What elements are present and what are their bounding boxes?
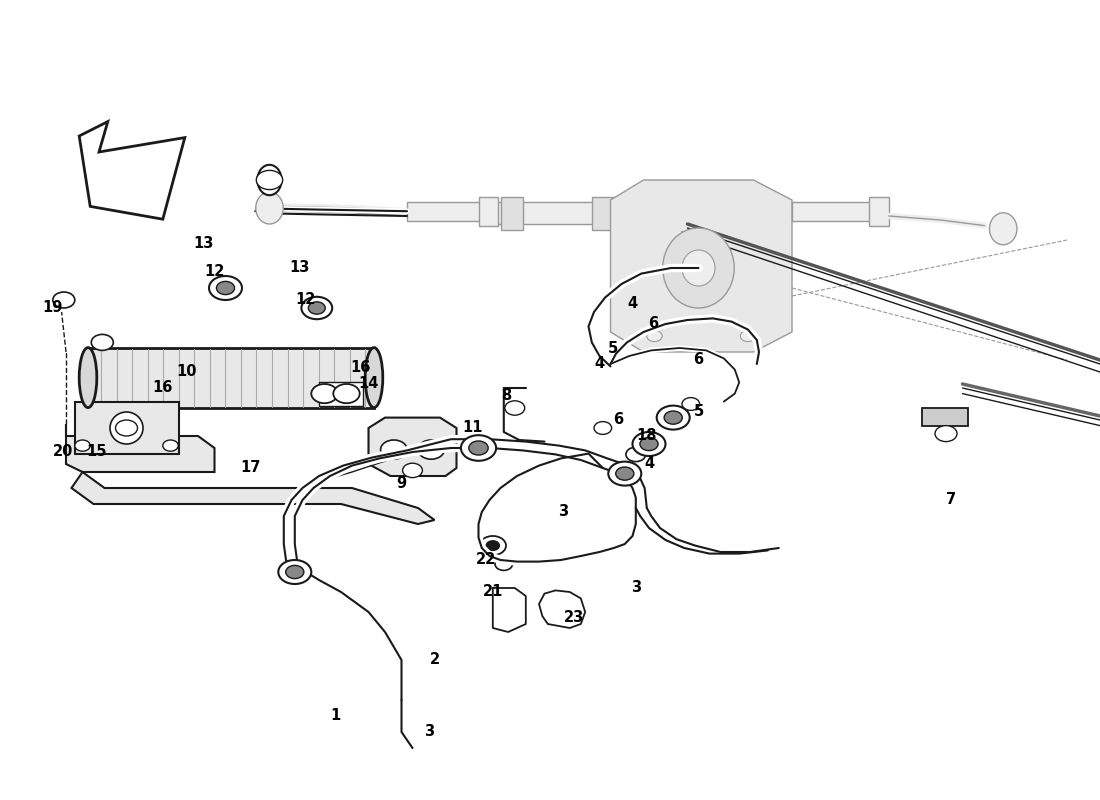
- Bar: [792, 202, 871, 221]
- Circle shape: [935, 426, 957, 442]
- Text: 18: 18: [637, 429, 657, 443]
- Text: 17: 17: [241, 461, 261, 475]
- Text: 5: 5: [693, 405, 704, 419]
- Circle shape: [163, 440, 178, 451]
- Text: 13: 13: [289, 261, 309, 275]
- Polygon shape: [66, 424, 214, 472]
- Polygon shape: [88, 348, 374, 408]
- Circle shape: [53, 292, 75, 308]
- Text: 1: 1: [330, 709, 341, 723]
- Text: 21: 21: [483, 585, 503, 599]
- Text: 4: 4: [644, 457, 654, 471]
- Bar: [319, 382, 363, 406]
- Text: 11: 11: [463, 421, 483, 435]
- Bar: [407, 202, 482, 221]
- Ellipse shape: [79, 347, 97, 407]
- Circle shape: [403, 463, 422, 478]
- Text: 16: 16: [351, 361, 371, 375]
- Circle shape: [594, 422, 612, 434]
- Bar: [922, 408, 968, 426]
- Circle shape: [308, 302, 326, 314]
- Bar: [869, 197, 889, 226]
- Circle shape: [75, 440, 90, 451]
- Circle shape: [418, 440, 444, 459]
- Circle shape: [664, 411, 682, 424]
- Ellipse shape: [365, 347, 383, 407]
- Polygon shape: [72, 472, 434, 524]
- Text: 9: 9: [396, 477, 407, 491]
- Polygon shape: [79, 122, 185, 219]
- Text: 3: 3: [558, 505, 569, 519]
- Circle shape: [381, 440, 407, 459]
- Circle shape: [682, 398, 700, 410]
- Ellipse shape: [990, 213, 1016, 245]
- Ellipse shape: [682, 250, 715, 286]
- Text: 10: 10: [177, 365, 197, 379]
- Circle shape: [632, 432, 666, 456]
- Polygon shape: [368, 418, 456, 476]
- Circle shape: [301, 297, 332, 319]
- Circle shape: [286, 566, 304, 578]
- Circle shape: [480, 536, 506, 555]
- Bar: [75, 402, 179, 454]
- Text: 12: 12: [296, 293, 316, 307]
- Text: 23: 23: [564, 610, 584, 625]
- Text: 6: 6: [648, 317, 659, 331]
- Ellipse shape: [662, 228, 735, 308]
- Text: 7: 7: [946, 493, 957, 507]
- Ellipse shape: [110, 412, 143, 444]
- Circle shape: [505, 401, 525, 415]
- Text: 22: 22: [476, 553, 496, 567]
- Text: 4: 4: [627, 297, 638, 311]
- Ellipse shape: [255, 192, 284, 224]
- Text: 20: 20: [53, 445, 73, 459]
- Text: 3: 3: [424, 725, 434, 739]
- Circle shape: [495, 558, 513, 570]
- Circle shape: [616, 467, 634, 480]
- Circle shape: [469, 441, 488, 455]
- Text: 15: 15: [87, 445, 107, 459]
- Text: 13: 13: [194, 237, 213, 251]
- Circle shape: [647, 330, 662, 342]
- Text: 3: 3: [630, 581, 641, 595]
- Circle shape: [626, 447, 646, 462]
- Circle shape: [116, 420, 138, 436]
- Circle shape: [608, 462, 641, 486]
- Circle shape: [278, 560, 311, 584]
- Bar: [500, 197, 522, 230]
- Circle shape: [217, 282, 234, 294]
- Circle shape: [256, 170, 283, 190]
- Polygon shape: [539, 590, 585, 628]
- Circle shape: [461, 435, 496, 461]
- Text: 4: 4: [594, 357, 605, 371]
- Circle shape: [640, 438, 658, 450]
- Circle shape: [333, 384, 360, 403]
- Ellipse shape: [257, 165, 282, 195]
- Text: 16: 16: [153, 381, 173, 395]
- Bar: [478, 197, 498, 226]
- Text: 2: 2: [429, 653, 440, 667]
- Text: 19: 19: [43, 301, 63, 315]
- Polygon shape: [610, 180, 792, 352]
- Circle shape: [209, 276, 242, 300]
- Text: 8: 8: [500, 389, 512, 403]
- Text: 12: 12: [205, 265, 224, 279]
- Circle shape: [740, 330, 756, 342]
- Circle shape: [311, 384, 338, 403]
- Circle shape: [91, 334, 113, 350]
- Text: 14: 14: [359, 377, 378, 391]
- Text: 6: 6: [613, 413, 624, 427]
- Text: 5: 5: [607, 341, 618, 355]
- Bar: [592, 197, 614, 230]
- Circle shape: [486, 541, 499, 550]
- Circle shape: [657, 406, 690, 430]
- Text: 6: 6: [693, 353, 704, 367]
